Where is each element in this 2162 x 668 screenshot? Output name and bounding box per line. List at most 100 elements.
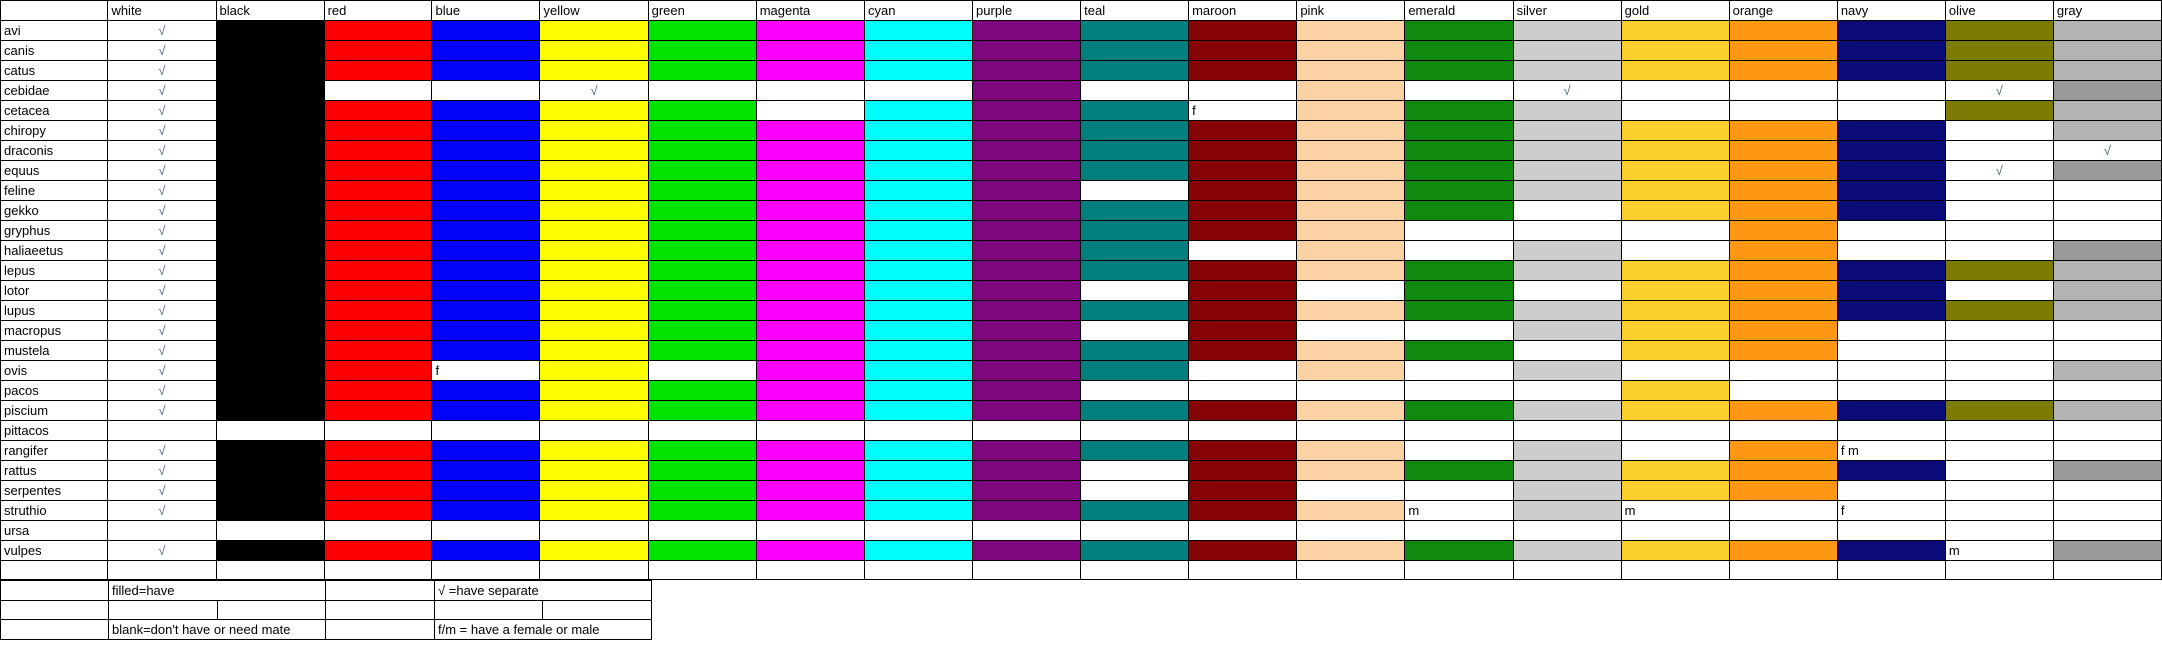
cell-mustela-white[interactable]: √	[107, 340, 217, 361]
cell-gekko-emerald[interactable]	[1404, 200, 1514, 221]
cell-equus-blue[interactable]	[431, 160, 541, 181]
cell-gekko-white[interactable]: √	[107, 200, 217, 221]
cell-haliaeetus-navy[interactable]	[1836, 240, 1946, 261]
cell-mustela-teal[interactable]	[1080, 340, 1190, 361]
cell-avi-red[interactable]	[323, 20, 433, 41]
cell-feline-purple[interactable]	[972, 180, 1082, 201]
cell-cebidae-magenta[interactable]	[755, 80, 866, 101]
col-header-red[interactable]: red	[323, 0, 433, 21]
cell-gekko-navy[interactable]	[1836, 200, 1946, 221]
cell-pacos-cyan[interactable]	[863, 380, 974, 401]
cell-haliaeetus-blue[interactable]	[431, 240, 541, 261]
row-label-empty-27[interactable]	[0, 560, 109, 580]
cell-gekko-gold[interactable]	[1620, 200, 1730, 221]
cell-mustela-blue[interactable]	[431, 340, 541, 361]
cell-cetacea-silver[interactable]	[1512, 100, 1622, 121]
cell-ursa-cyan[interactable]	[863, 520, 974, 541]
cell-rattus-red[interactable]	[323, 460, 433, 481]
cell-chiropy-purple[interactable]	[972, 120, 1082, 141]
cell-draconis-magenta[interactable]	[755, 140, 866, 161]
cell-rattus-olive[interactable]	[1944, 460, 2054, 481]
cell-ovis-white[interactable]: √	[107, 360, 217, 381]
cell-haliaeetus-red[interactable]	[323, 240, 433, 261]
cell-chiropy-black[interactable]	[215, 120, 325, 141]
cell-rattus-white[interactable]: √	[107, 460, 217, 481]
cell-catus-cyan[interactable]	[863, 60, 974, 81]
cell-ursa-gray[interactable]	[2052, 520, 2162, 541]
cell-pacos-silver[interactable]	[1512, 380, 1622, 401]
cell-serpentes-white[interactable]: √	[107, 480, 217, 501]
cell-equus-cyan[interactable]	[863, 160, 974, 181]
cell-haliaeetus-emerald[interactable]	[1404, 240, 1514, 261]
row-label-rattus[interactable]: rattus	[0, 460, 109, 481]
cell-struthio-white[interactable]: √	[107, 500, 217, 521]
cell-lupus-gold[interactable]	[1620, 300, 1730, 321]
cell-mustela-pink[interactable]	[1296, 340, 1406, 361]
cell-cetacea-navy[interactable]	[1836, 100, 1946, 121]
cell-pacos-teal[interactable]	[1080, 380, 1190, 401]
cell-vulpes-green[interactable]	[647, 540, 757, 561]
cell-rangifer-cyan[interactable]	[863, 440, 974, 461]
cell-gekko-blue[interactable]	[431, 200, 541, 221]
cell-lotor-green[interactable]	[647, 280, 757, 301]
cell-rattus-yellow[interactable]	[539, 460, 649, 481]
cell-empty-maroon[interactable]	[1188, 560, 1298, 580]
cell-cebidae-pink[interactable]	[1296, 80, 1406, 101]
cell-piscium-yellow[interactable]	[539, 400, 649, 421]
col-header-cyan[interactable]: cyan	[863, 0, 974, 21]
cell-ursa-red[interactable]	[323, 520, 433, 541]
cell-pittacos-purple[interactable]	[972, 420, 1082, 441]
cell-serpentes-orange[interactable]	[1728, 480, 1838, 501]
cell-piscium-pink[interactable]	[1296, 400, 1406, 421]
cell-pittacos-emerald[interactable]	[1404, 420, 1514, 441]
cell-ovis-pink[interactable]	[1296, 360, 1406, 381]
cell-equus-maroon[interactable]	[1188, 160, 1298, 181]
cell-piscium-cyan[interactable]	[863, 400, 974, 421]
cell-serpentes-gray[interactable]	[2052, 480, 2162, 501]
cell-gekko-magenta[interactable]	[755, 200, 866, 221]
cell-avi-orange[interactable]	[1728, 20, 1838, 41]
cell-gekko-teal[interactable]	[1080, 200, 1190, 221]
cell-vulpes-black[interactable]	[215, 540, 325, 561]
cell-rangifer-teal[interactable]	[1080, 440, 1190, 461]
cell-rattus-purple[interactable]	[972, 460, 1082, 481]
cell-struthio-silver[interactable]	[1512, 500, 1622, 521]
cell-lepus-cyan[interactable]	[863, 260, 974, 281]
cell-empty-orange[interactable]	[1728, 560, 1838, 580]
cell-lupus-black[interactable]	[215, 300, 325, 321]
cell-macropus-green[interactable]	[647, 320, 757, 341]
cell-avi-magenta[interactable]	[755, 20, 866, 41]
cell-empty-black[interactable]	[215, 560, 325, 580]
cell-struthio-pink[interactable]	[1296, 500, 1406, 521]
cell-cebidae-navy[interactable]	[1836, 80, 1946, 101]
cell-canis-yellow[interactable]	[539, 40, 649, 61]
cell-equus-silver[interactable]	[1512, 160, 1622, 181]
cell-lotor-emerald[interactable]	[1404, 280, 1514, 301]
row-label-piscium[interactable]: piscium	[0, 400, 109, 421]
cell-gryphus-black[interactable]	[215, 220, 325, 241]
cell-cetacea-red[interactable]	[323, 100, 433, 121]
cell-ursa-olive[interactable]	[1944, 520, 2054, 541]
cell-haliaeetus-orange[interactable]	[1728, 240, 1838, 261]
cell-pittacos-yellow[interactable]	[539, 420, 649, 441]
cell-ovis-emerald[interactable]	[1404, 360, 1514, 381]
cell-cetacea-white[interactable]: √	[107, 100, 217, 121]
cell-lepus-teal[interactable]	[1080, 260, 1190, 281]
cell-struthio-yellow[interactable]	[539, 500, 649, 521]
cell-rattus-silver[interactable]	[1512, 460, 1622, 481]
cell-haliaeetus-gold[interactable]	[1620, 240, 1730, 261]
cell-chiropy-red[interactable]	[323, 120, 433, 141]
cell-ursa-pink[interactable]	[1296, 520, 1406, 541]
cell-piscium-white[interactable]: √	[107, 400, 217, 421]
cell-lupus-purple[interactable]	[972, 300, 1082, 321]
cell-equus-gray[interactable]	[2052, 160, 2162, 181]
row-label-ovis[interactable]: ovis	[0, 360, 109, 381]
cell-catus-yellow[interactable]	[539, 60, 649, 81]
cell-avi-silver[interactable]	[1512, 20, 1622, 41]
col-header-orange[interactable]: orange	[1728, 0, 1838, 21]
row-label-serpentes[interactable]: serpentes	[0, 480, 109, 501]
cell-haliaeetus-pink[interactable]	[1296, 240, 1406, 261]
cell-pittacos-pink[interactable]	[1296, 420, 1406, 441]
cell-cetacea-maroon[interactable]: f	[1188, 100, 1298, 121]
cell-avi-gray[interactable]	[2052, 20, 2162, 41]
